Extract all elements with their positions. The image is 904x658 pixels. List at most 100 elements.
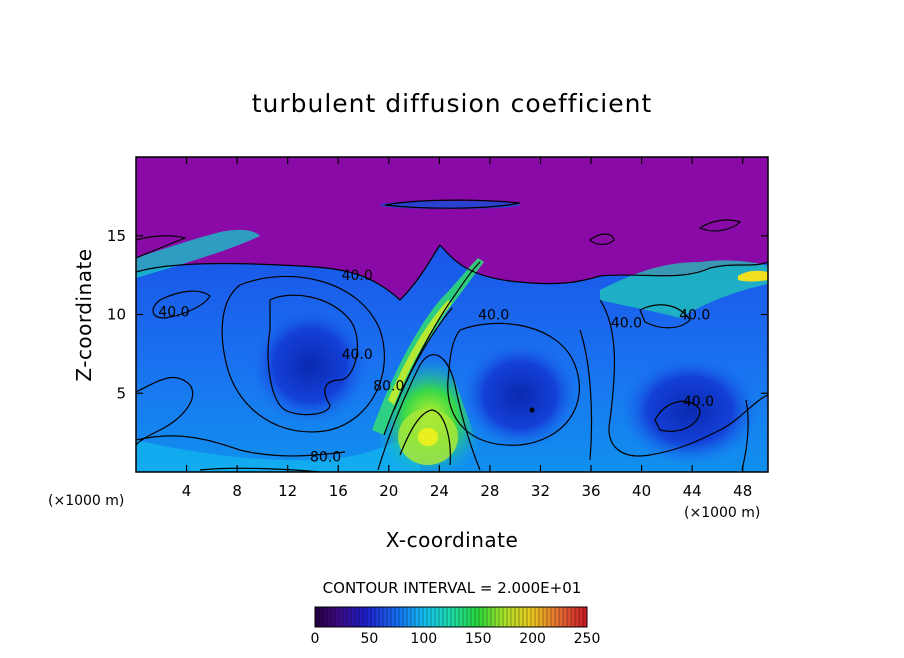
left-vortex-core — [250, 305, 370, 425]
contour-line — [377, 354, 481, 471]
colorbar-cell — [507, 607, 512, 627]
colorbar-cell — [331, 607, 336, 627]
colorbar-cell — [483, 607, 488, 627]
colorbar-cell — [367, 607, 372, 627]
colorbar-cell — [443, 607, 448, 627]
contour-line — [384, 199, 521, 209]
contour-line — [439, 244, 768, 285]
contour-line — [152, 290, 211, 319]
contour-label: 40.0 — [158, 304, 189, 320]
contour-label: 40.0 — [683, 394, 714, 410]
colorbar-cell — [563, 607, 568, 627]
colorbar-cell — [487, 607, 492, 627]
x-unit-right: (×1000 m) — [684, 505, 760, 521]
colorbar-cell — [395, 607, 400, 627]
colorbar-cell — [335, 607, 340, 627]
x-tick-label: 36 — [581, 482, 600, 500]
colorbar-cell — [327, 607, 332, 627]
colorbar-cell — [531, 607, 536, 627]
right-fringe-peak — [738, 270, 768, 282]
y-tick-label: 5 — [116, 384, 126, 402]
contour-line — [599, 299, 768, 457]
chart-title: turbulent diffusion coefficient — [252, 89, 653, 118]
contour-line — [399, 409, 451, 466]
x-tick-label: 16 — [329, 482, 348, 500]
colorbar-cell — [355, 607, 360, 627]
colorbar-cell — [519, 607, 524, 627]
colorbar-cell — [379, 607, 384, 627]
contour-line — [589, 233, 615, 246]
y-axis-label: Z-coordinate — [72, 248, 96, 381]
colorbar-cell — [343, 607, 348, 627]
lower-cyan-band — [136, 430, 420, 472]
contour-line — [136, 244, 441, 301]
colorbar-cell — [499, 607, 504, 627]
x-tick-label: 44 — [683, 482, 702, 500]
x-unit-left: (×1000 m) — [48, 493, 124, 509]
contour-label: 80.0 — [310, 449, 341, 465]
contour-interval-text: CONTOUR INTERVAL = 2.000E+01 — [323, 579, 582, 597]
colorbar-cell — [579, 607, 584, 627]
contour-lines — [136, 199, 768, 472]
shear-band — [372, 258, 484, 435]
colorbar-cell — [527, 607, 532, 627]
x-tick-label: 24 — [430, 482, 449, 500]
colorbar-cell — [511, 607, 516, 627]
shear-band-inner — [388, 300, 452, 405]
y-tick-label: 15 — [107, 227, 126, 245]
colorbar-cell — [419, 607, 424, 627]
colorbar-cell — [323, 607, 328, 627]
colorbar-cell — [391, 607, 396, 627]
contour-label: 80.0 — [373, 378, 404, 394]
colorbar-tick-label: 200 — [519, 631, 546, 647]
x-tick-label: 4 — [182, 482, 192, 500]
vortex-center-marker — [529, 407, 535, 413]
right-dark-region — [620, 355, 760, 465]
colorbar-cell — [455, 607, 460, 627]
colorbar-cell — [503, 607, 508, 627]
colorbar-cell — [555, 607, 560, 627]
contour-line — [698, 219, 742, 232]
colorbar-cell — [515, 607, 520, 627]
contour-line — [136, 435, 346, 457]
colorbar-tick-label: 250 — [574, 631, 601, 647]
contour-label: 40.0 — [478, 308, 509, 324]
colorbar-cell — [491, 607, 496, 627]
colorbar-cell — [351, 607, 356, 627]
colorbar-cell — [571, 607, 576, 627]
colorbar-cell — [387, 607, 392, 627]
colorbar-cell — [479, 607, 484, 627]
contour-line — [447, 322, 580, 446]
colorbar-cell — [435, 607, 440, 627]
x-tick-label: 32 — [531, 482, 550, 500]
y-tick-label: 10 — [107, 306, 126, 324]
x-tick-label: 48 — [733, 482, 752, 500]
right-vortex-core — [460, 340, 580, 450]
colorbar-cell — [559, 607, 564, 627]
warm-plume-peak — [418, 428, 438, 446]
x-axis-label: X-coordinate — [386, 528, 519, 552]
heatmap-field — [136, 157, 768, 472]
colorbar-cell — [411, 607, 416, 627]
colorbar-cell — [523, 607, 528, 627]
colorbar-cell — [415, 607, 420, 627]
colorbar-cell — [535, 607, 540, 627]
colorbar-cell — [567, 607, 572, 627]
colorbar-cell — [315, 607, 320, 627]
colorbar-cell — [319, 607, 324, 627]
colorbar-cell — [399, 607, 404, 627]
x-tick-label: 8 — [232, 482, 242, 500]
colorbar-cell — [451, 607, 456, 627]
colorbar-cell — [539, 607, 544, 627]
colorbar-cell — [339, 607, 344, 627]
contour-line — [639, 304, 691, 329]
colorbar-cell — [459, 607, 464, 627]
contour-line — [654, 400, 701, 432]
colorbar-cell — [363, 607, 368, 627]
x-tick-label: 40 — [632, 482, 651, 500]
colorbar-tick-label: 150 — [465, 631, 492, 647]
x-tick-label: 20 — [379, 482, 398, 500]
colorbar-frame — [314, 606, 588, 628]
